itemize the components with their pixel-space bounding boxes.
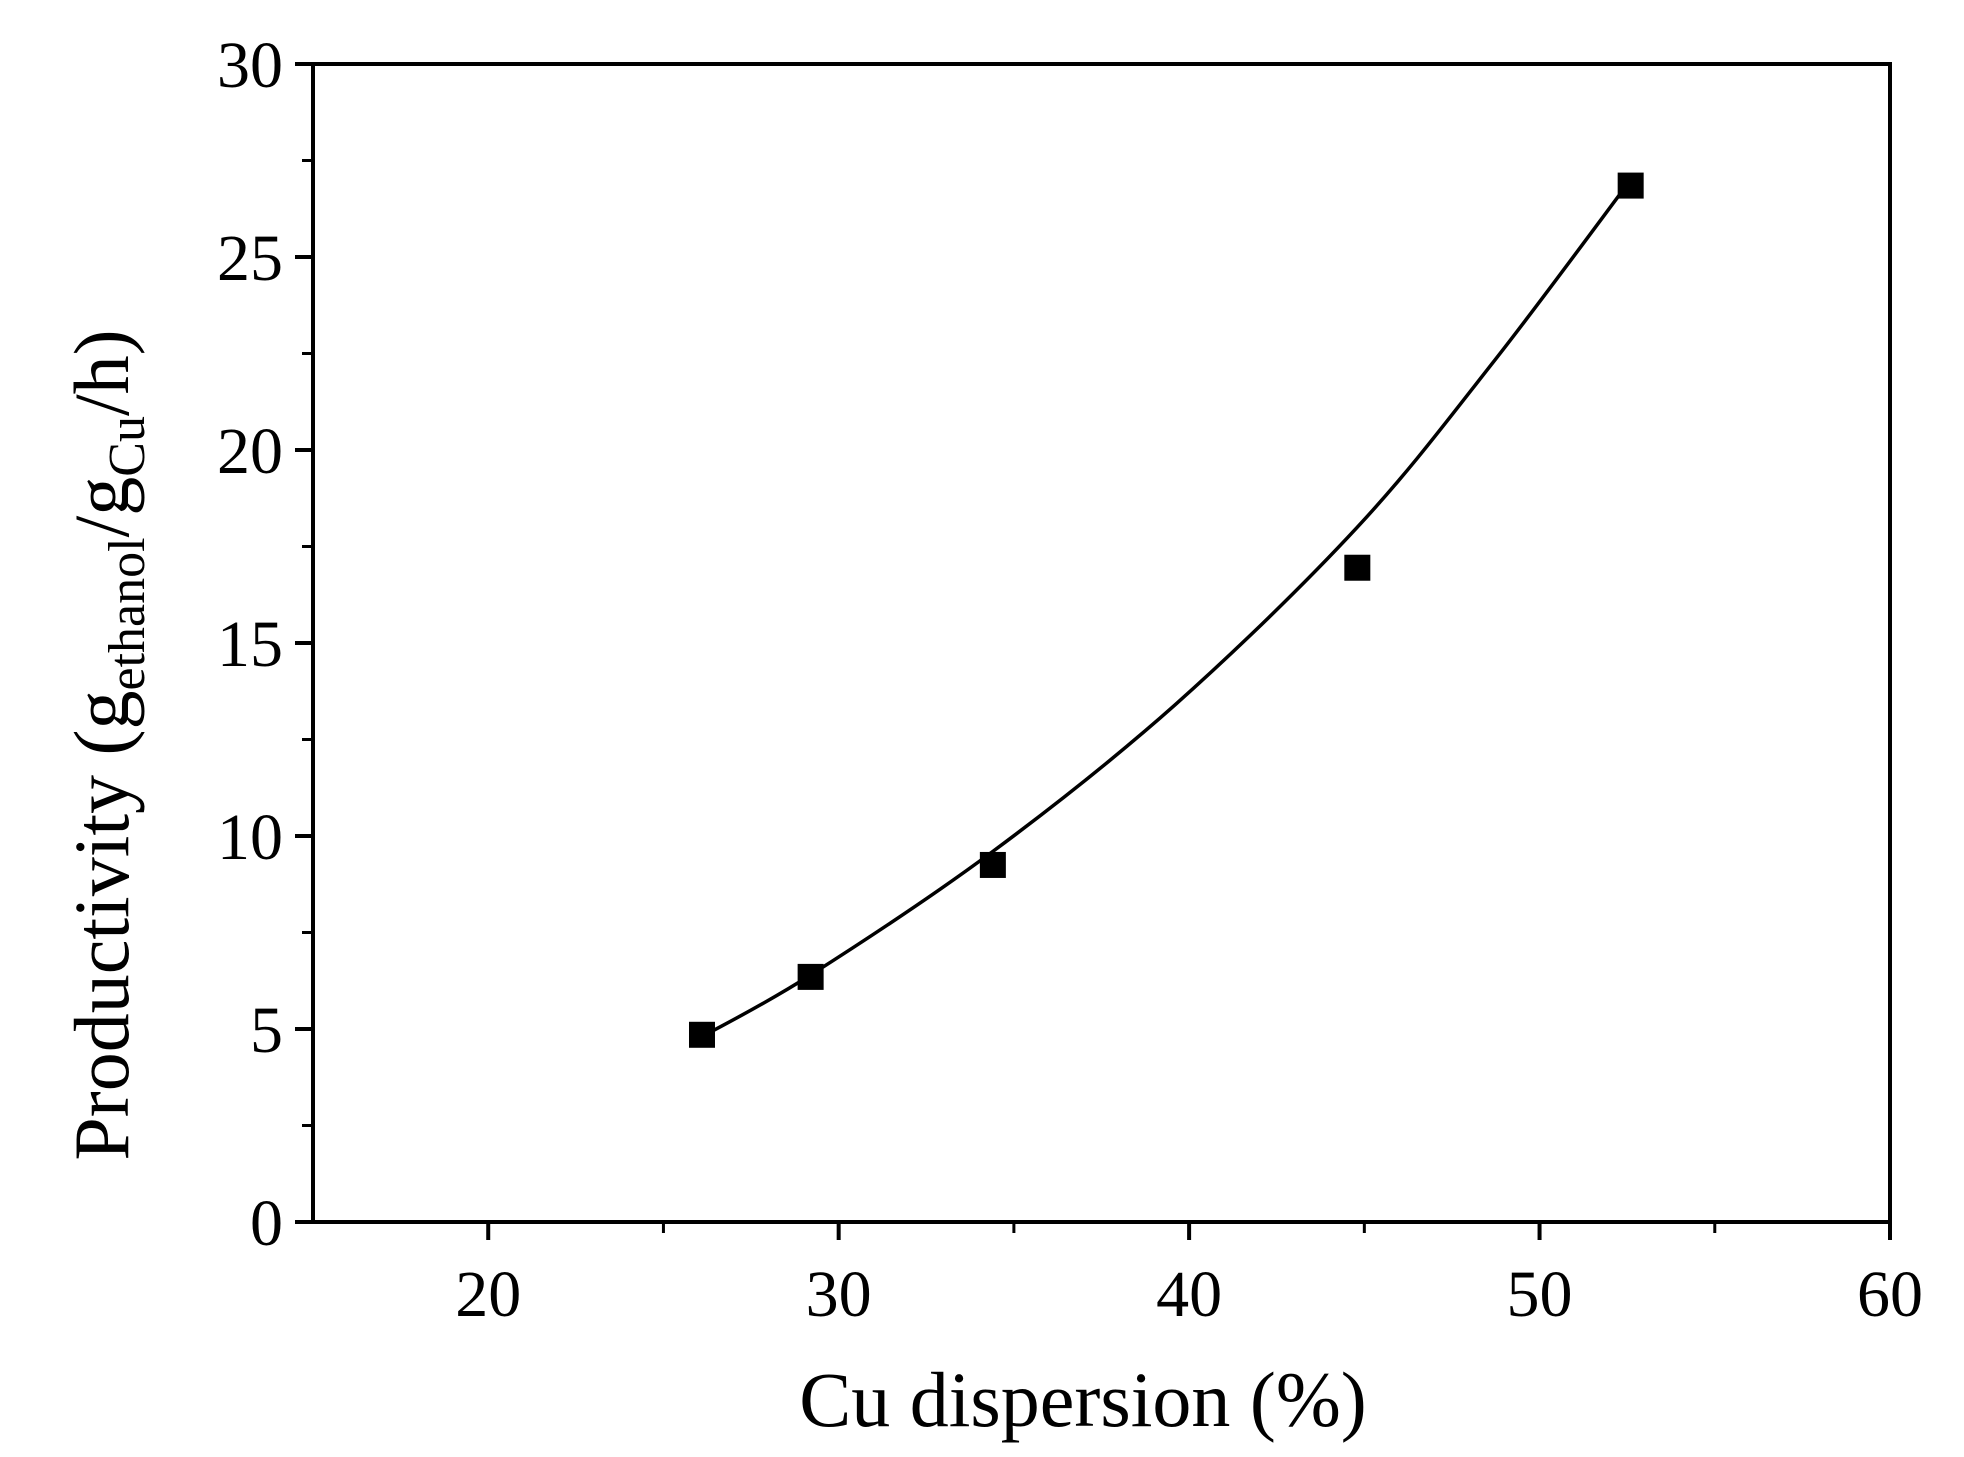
data-point: [688, 1021, 715, 1048]
y-tick-label: 30: [217, 29, 283, 102]
x-tick-label: 30: [806, 1258, 872, 1331]
fit-curve: [701, 178, 1633, 1039]
y-axis-title-sub-ethanol: ethanol: [99, 537, 156, 690]
y-axis-title-sub-cu: Cu: [99, 416, 156, 477]
data-point: [797, 963, 824, 990]
data-points: [688, 172, 1644, 1048]
x-tick-labels: 20 30 40 50 60: [455, 1258, 1923, 1331]
y-tick-labels: 0 5 10 15 20 25 30: [217, 29, 283, 1260]
y-tick-label: 0: [250, 1187, 283, 1260]
axis-ticks: [295, 62, 1892, 1240]
x-axis-title: Cu dispersion (%): [799, 1356, 1367, 1443]
data-point: [1617, 172, 1644, 199]
y-axis-title-prefix: Productivity (g: [58, 690, 145, 1160]
y-tick-label: 10: [217, 801, 283, 874]
data-point: [1344, 554, 1371, 581]
y-tick-label: 20: [217, 415, 283, 488]
y-tick-label: 5: [250, 994, 283, 1067]
y-axis-title-suffix: /h): [58, 329, 145, 416]
y-axis-title-mid: /g: [58, 477, 145, 538]
y-tick-label: 25: [217, 222, 283, 295]
x-tick-label: 40: [1156, 1258, 1222, 1331]
data-point: [979, 851, 1006, 878]
x-tick-label: 50: [1507, 1258, 1573, 1331]
x-tick-label: 60: [1857, 1258, 1923, 1331]
y-tick-label: 15: [217, 608, 283, 681]
fit-layer: [701, 178, 1633, 1039]
y-axis-title: Productivity (gethanol/gCu/h): [58, 329, 156, 1160]
x-tick-label: 20: [455, 1258, 521, 1331]
